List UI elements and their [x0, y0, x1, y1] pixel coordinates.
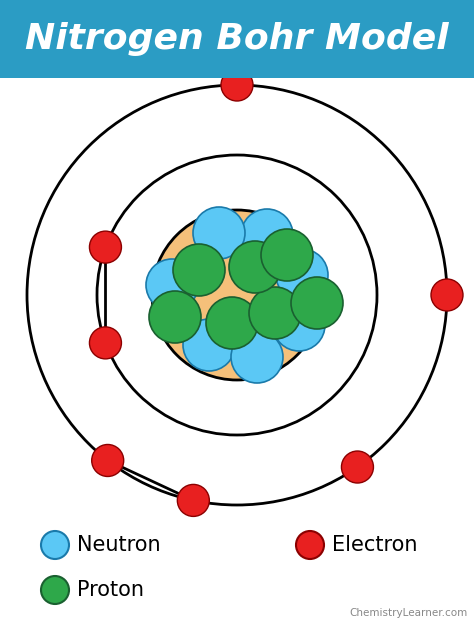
Circle shape: [146, 259, 198, 311]
Circle shape: [152, 210, 322, 380]
Circle shape: [276, 249, 328, 301]
Circle shape: [291, 277, 343, 329]
Circle shape: [90, 231, 121, 263]
Circle shape: [173, 244, 225, 296]
Circle shape: [431, 279, 463, 311]
Circle shape: [341, 451, 374, 483]
Circle shape: [177, 484, 210, 516]
Circle shape: [231, 331, 283, 383]
Circle shape: [41, 531, 69, 559]
Circle shape: [149, 291, 201, 343]
Text: ChemistryLearner.com: ChemistryLearner.com: [350, 608, 468, 618]
Circle shape: [249, 287, 301, 339]
Circle shape: [221, 69, 253, 101]
Text: Nitrogen Bohr Model: Nitrogen Bohr Model: [25, 22, 449, 56]
Text: Proton: Proton: [77, 580, 144, 600]
Circle shape: [41, 576, 69, 604]
Bar: [0, 0, 474, 78]
Circle shape: [261, 229, 313, 281]
Circle shape: [241, 209, 293, 261]
Circle shape: [229, 241, 281, 293]
Circle shape: [90, 327, 121, 359]
Circle shape: [91, 444, 124, 476]
Text: Electron: Electron: [332, 535, 418, 555]
Circle shape: [206, 297, 258, 349]
Circle shape: [193, 207, 245, 259]
Circle shape: [183, 319, 235, 371]
Circle shape: [273, 299, 325, 351]
Circle shape: [296, 531, 324, 559]
Text: Neutron: Neutron: [77, 535, 161, 555]
